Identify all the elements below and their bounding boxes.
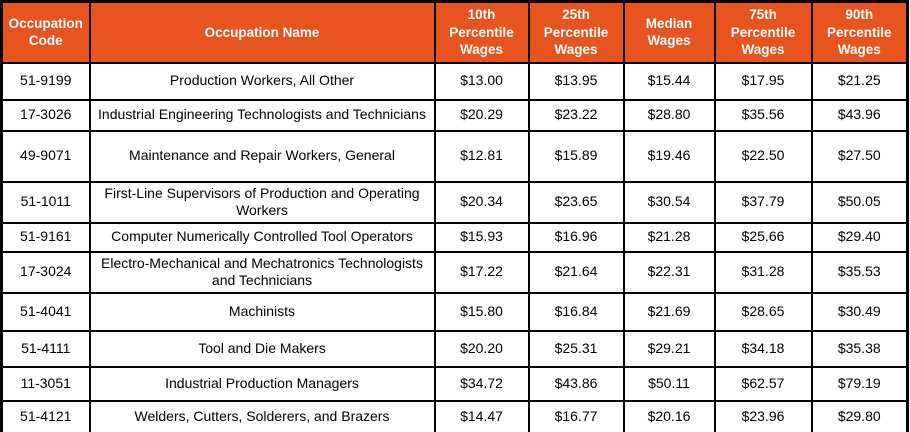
- cell-75th-percentile: $37.79: [713, 180, 813, 224]
- table-row: 51-4121 Welders, Cutters, Solderers, and …: [0, 399, 909, 432]
- col-header-median-wages: Median Wages: [622, 0, 716, 64]
- table-row: 51-1011 First-Line Supervisors of Product…: [0, 180, 909, 224]
- cell-90th-percentile: $21.25: [810, 61, 909, 101]
- cell-median: $30.54: [622, 180, 716, 224]
- cell-occupation-code: 51-4121: [0, 399, 91, 432]
- cell-10th-percentile: $15.80: [433, 291, 530, 332]
- table-row: 51-9161 Computer Numerically Controlled T…: [0, 221, 909, 253]
- cell-median: $21.69: [622, 291, 716, 332]
- cell-90th-percentile: $43.96: [810, 98, 909, 132]
- table-row: 51-4041 Machinists $15.80 $16.84 $21.69 $28.6…: [0, 291, 909, 332]
- col-header-occupation-name: Occupation Name: [88, 0, 436, 64]
- cell-occupation-name: Electro-Mechanical and Mechatronics Tech…: [88, 250, 436, 294]
- cell-median: $21.28: [622, 221, 716, 253]
- cell-75th-percentile: $31.28: [713, 250, 813, 294]
- cell-75th-percentile: $28.65: [713, 291, 813, 332]
- cell-10th-percentile: $20.34: [433, 180, 530, 224]
- table-row: 11-3051 Industrial Production Managers $34…: [0, 365, 909, 402]
- cell-occupation-name: Computer Numerically Controlled Tool Ope…: [88, 221, 436, 253]
- cell-occupation-code: 51-4111: [0, 329, 91, 368]
- cell-occupation-name: Industrial Engineering Technologists and…: [88, 98, 436, 132]
- cell-median: $50.11: [622, 365, 716, 402]
- cell-10th-percentile: $13.00: [433, 61, 530, 101]
- cell-25th-percentile: $43.86: [527, 365, 625, 402]
- cell-25th-percentile: $23.65: [527, 180, 625, 224]
- cell-90th-percentile: $30.49: [810, 291, 909, 332]
- cell-10th-percentile: $12.81: [433, 129, 530, 183]
- cell-occupation-name: Industrial Production Managers: [88, 365, 436, 402]
- cell-10th-percentile: $14.47: [433, 399, 530, 432]
- cell-occupation-code: 49-9071: [0, 129, 91, 183]
- cell-occupation-name: Welders, Cutters, Solderers, and Brazers: [88, 399, 436, 432]
- cell-75th-percentile: $35.56: [713, 98, 813, 132]
- cell-25th-percentile: $23.22: [527, 98, 625, 132]
- cell-75th-percentile: $34.18: [713, 329, 813, 368]
- cell-median: $19.46: [622, 129, 716, 183]
- cell-10th-percentile: $20.29: [433, 98, 530, 132]
- cell-occupation-code: 51-4041: [0, 291, 91, 332]
- table-row: 17-3026 Industrial Engineering Technologi…: [0, 98, 909, 132]
- cell-75th-percentile: $22.50: [713, 129, 813, 183]
- cell-10th-percentile: $15.93: [433, 221, 530, 253]
- cell-median: $15.44: [622, 61, 716, 101]
- cell-occupation-name: First-Line Supervisors of Production and…: [88, 180, 436, 224]
- cell-90th-percentile: $27.50: [810, 129, 909, 183]
- cell-occupation-code: 17-3026: [0, 98, 91, 132]
- cell-90th-percentile: $35.38: [810, 329, 909, 368]
- cell-75th-percentile: $25.66: [713, 221, 813, 253]
- cell-90th-percentile: $29.40: [810, 221, 909, 253]
- cell-median: $28.80: [622, 98, 716, 132]
- cell-occupation-name: Maintenance and Repair Workers, General: [88, 129, 436, 183]
- cell-occupation-code: 51-9199: [0, 61, 91, 101]
- cell-occupation-name: Tool and Die Makers: [88, 329, 436, 368]
- cell-25th-percentile: $16.77: [527, 399, 625, 432]
- cell-10th-percentile: $34.72: [433, 365, 530, 402]
- cell-median: $22.31: [622, 250, 716, 294]
- cell-occupation-name: Production Workers, All Other: [88, 61, 436, 101]
- cell-occupation-name: Machinists: [88, 291, 436, 332]
- cell-25th-percentile: $13.95: [527, 61, 625, 101]
- cell-90th-percentile: $50.05: [810, 180, 909, 224]
- cell-median: $29.21: [622, 329, 716, 368]
- table-row: 17-3024 Electro-Mechanical and Mechatroni…: [0, 250, 909, 294]
- cell-75th-percentile: $17.95: [713, 61, 813, 101]
- cell-10th-percentile: $17.22: [433, 250, 530, 294]
- cell-25th-percentile: $15.89: [527, 129, 625, 183]
- cell-25th-percentile: $16.84: [527, 291, 625, 332]
- table-row: 49-9071 Maintenance and Repair Workers, G…: [0, 129, 909, 183]
- cell-occupation-code: 17-3024: [0, 250, 91, 294]
- cell-occupation-code: 11-3051: [0, 365, 91, 402]
- col-header-10th-percentile-wages: 10th Percentile Wages: [433, 0, 530, 64]
- cell-25th-percentile: $21.64: [527, 250, 625, 294]
- table-body: 51-9199 Production Workers, All Other $13.…: [0, 61, 909, 432]
- col-header-occupation-code: Occupation Code: [0, 0, 91, 64]
- col-header-25th-percentile-wages: 25th Percentile Wages: [527, 0, 625, 64]
- cell-25th-percentile: $16.96: [527, 221, 625, 253]
- col-header-90th-percentile-wages: 90th Percentile Wages: [810, 0, 909, 64]
- cell-occupation-code: 51-1011: [0, 180, 91, 224]
- cell-75th-percentile: $23.96: [713, 399, 813, 432]
- table-row: 51-4111 Tool and Die Makers $20.20 $25.31 $2…: [0, 329, 909, 368]
- cell-90th-percentile: $35.53: [810, 250, 909, 294]
- cell-90th-percentile: $79.19: [810, 365, 909, 402]
- cell-occupation-code: 51-9161: [0, 221, 91, 253]
- cell-90th-percentile: $29.80: [810, 399, 909, 432]
- header-row: Occupation Code Occupation Name 10th Per…: [0, 0, 909, 64]
- table-row: 51-9199 Production Workers, All Other $13.…: [0, 61, 909, 101]
- cell-75th-percentile: $62.57: [713, 365, 813, 402]
- cell-10th-percentile: $20.20: [433, 329, 530, 368]
- cell-median: $20.16: [622, 399, 716, 432]
- cell-25th-percentile: $25.31: [527, 329, 625, 368]
- col-header-75th-percentile-wages: 75th Percentile Wages: [713, 0, 813, 64]
